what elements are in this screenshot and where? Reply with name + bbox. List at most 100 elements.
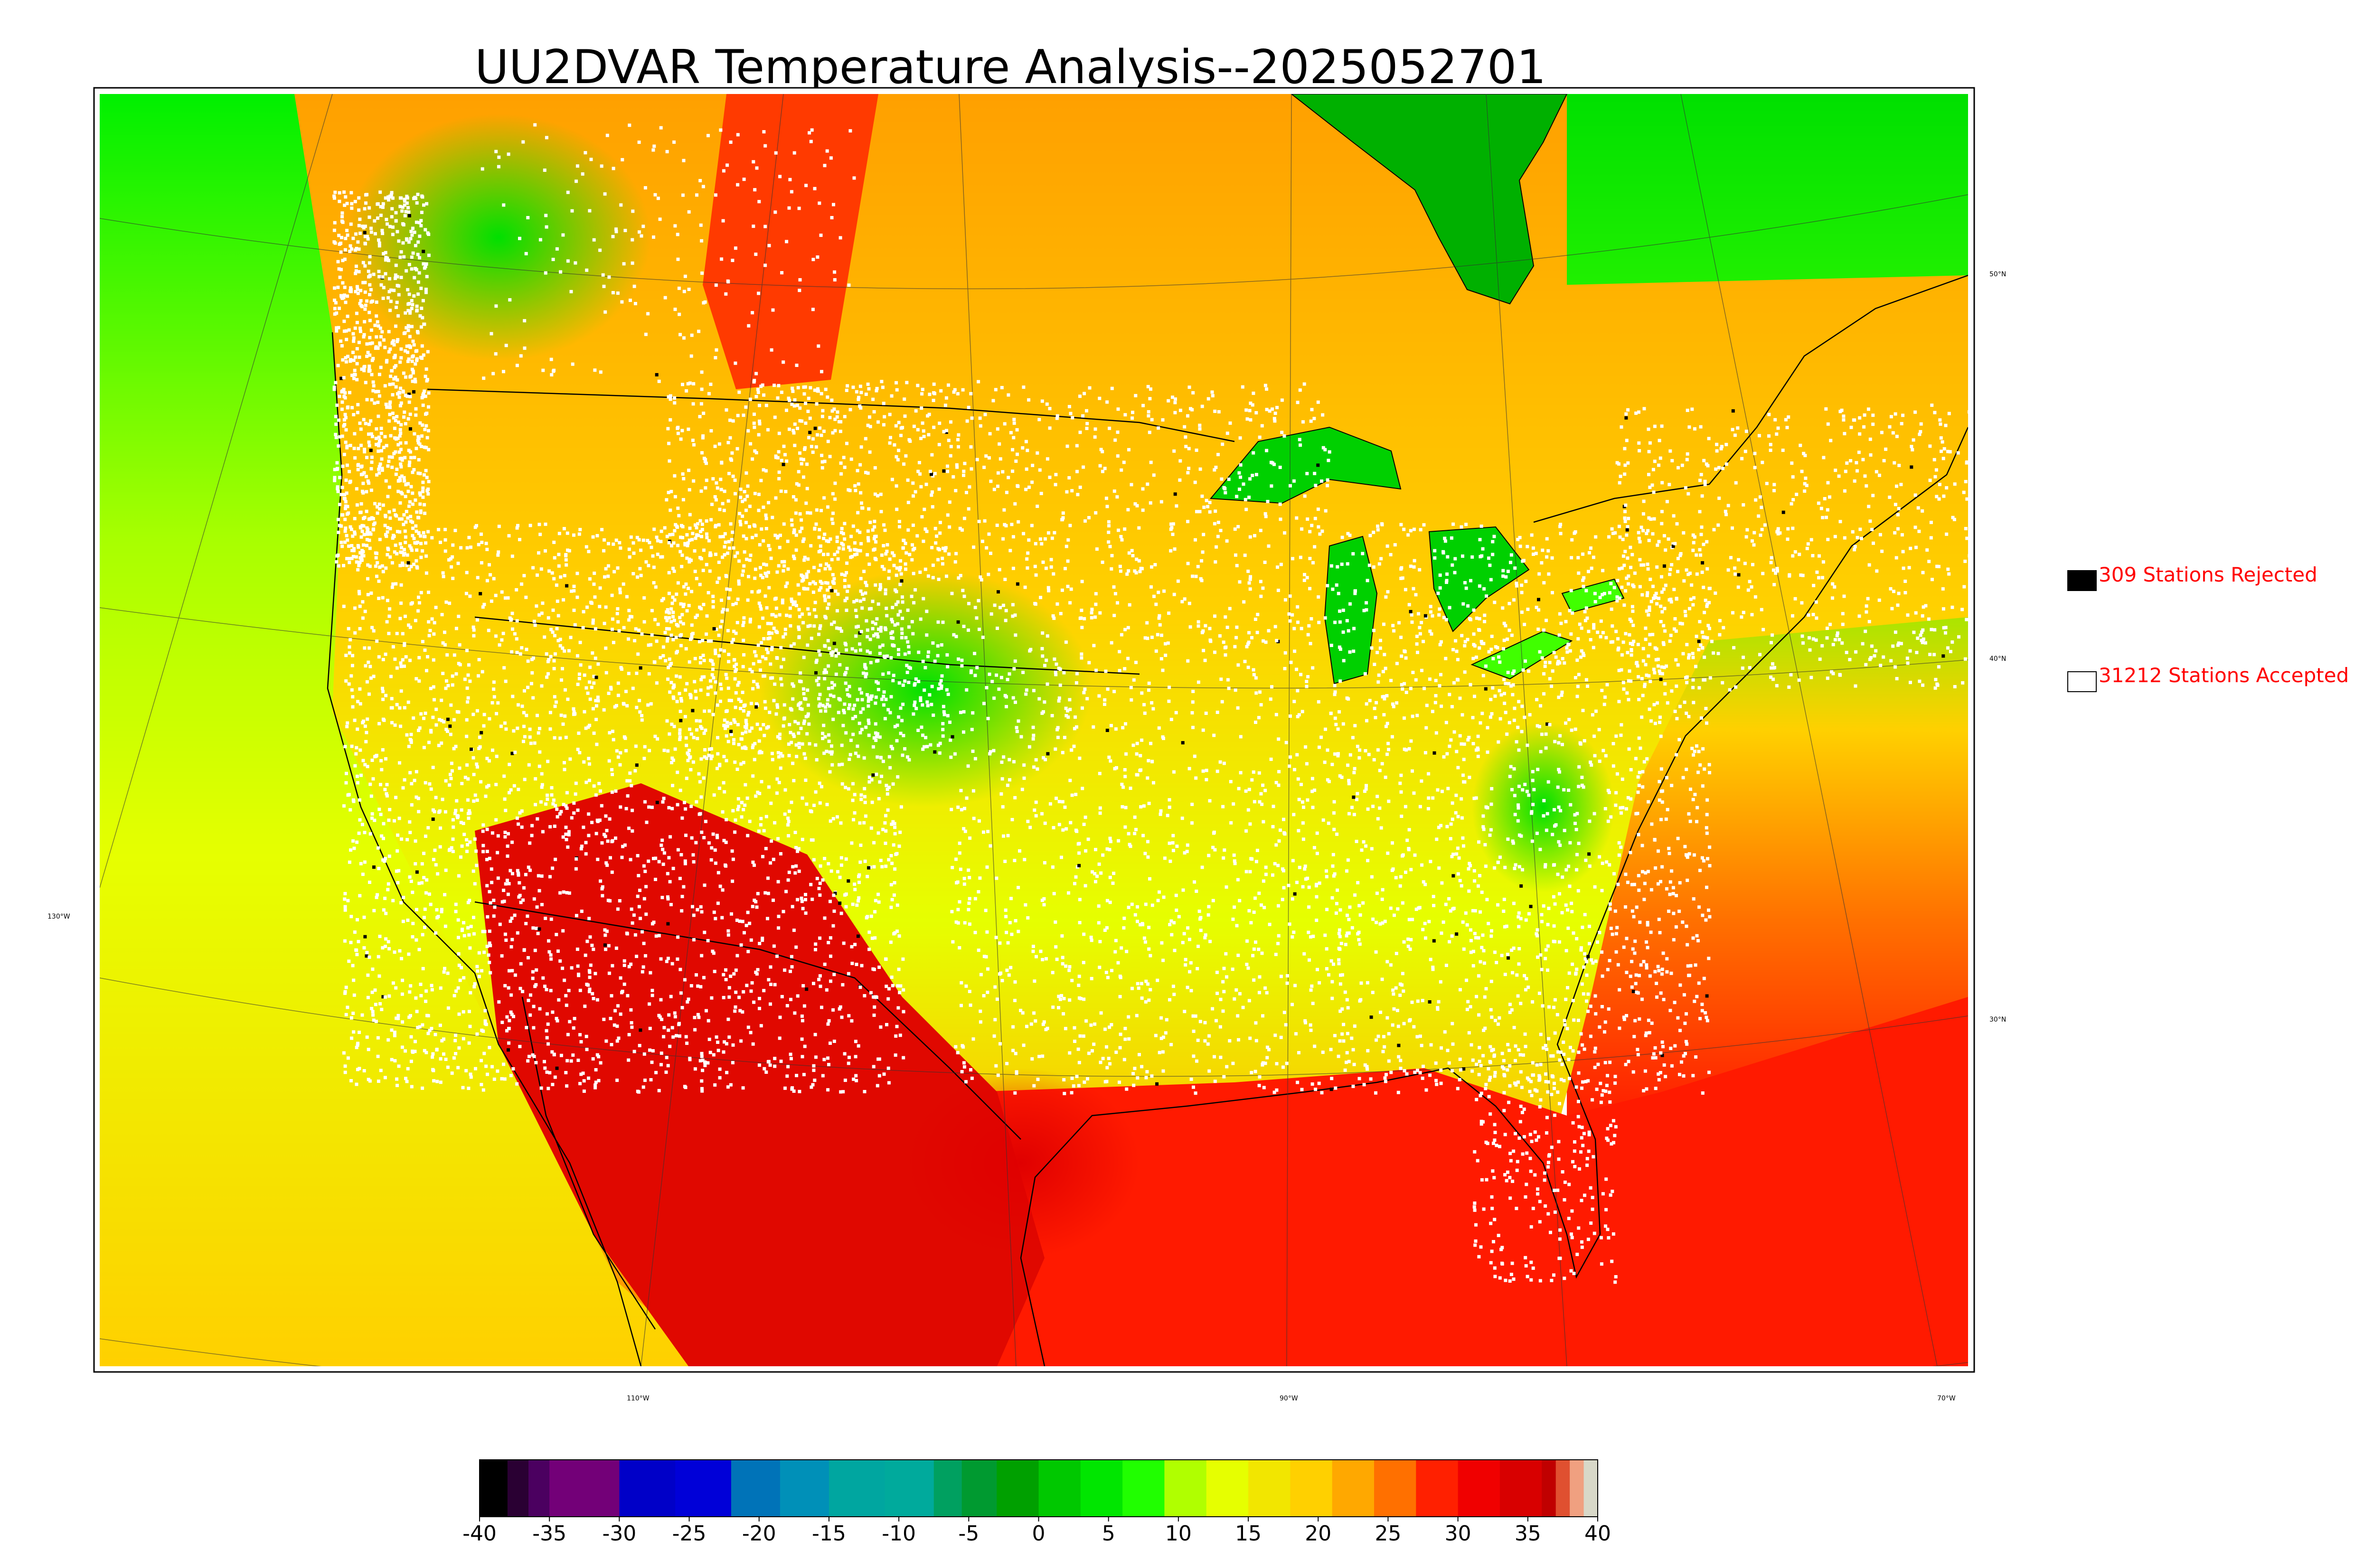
accepted-station-marker [788, 809, 791, 813]
accepted-station-marker [606, 839, 610, 843]
accepted-station-marker [459, 855, 462, 859]
accepted-station-marker [878, 588, 882, 592]
accepted-station-marker [499, 724, 503, 728]
accepted-station-marker [480, 561, 483, 564]
accepted-station-marker [564, 688, 567, 692]
accepted-station-marker [376, 1054, 380, 1058]
accepted-station-marker [553, 695, 556, 699]
accepted-station-marker [540, 772, 544, 776]
accepted-station-marker [1325, 967, 1328, 971]
accepted-station-marker [873, 910, 877, 914]
accepted-station-marker [384, 514, 387, 517]
accepted-station-marker [406, 516, 410, 520]
accepted-station-marker [399, 401, 403, 405]
accepted-station-marker [700, 910, 704, 914]
accepted-station-marker [913, 700, 917, 704]
accepted-station-marker [439, 986, 443, 990]
accepted-station-marker [923, 527, 927, 531]
accepted-station-marker [401, 978, 405, 982]
accepted-station-marker [395, 552, 399, 555]
accepted-station-marker [378, 439, 381, 443]
accepted-station-marker [791, 684, 795, 688]
accepted-station-marker [668, 732, 671, 736]
accepted-station-marker [652, 920, 656, 924]
accepted-station-marker [1143, 852, 1147, 855]
accepted-station-marker [671, 1035, 675, 1039]
accepted-station-marker [922, 429, 925, 433]
accepted-station-marker [835, 609, 839, 613]
accepted-station-marker [817, 632, 820, 636]
accepted-station-marker [867, 722, 871, 725]
accepted-station-marker [427, 620, 431, 624]
accepted-station-marker [697, 772, 701, 776]
accepted-station-marker [363, 724, 367, 728]
accepted-station-marker [693, 570, 697, 573]
accepted-station-marker [381, 206, 385, 209]
accepted-station-marker [452, 747, 456, 751]
accepted-station-marker [893, 931, 897, 935]
accepted-station-marker [378, 326, 382, 330]
accepted-station-marker [814, 445, 818, 449]
accepted-station-marker [575, 572, 579, 575]
accepted-station-marker [697, 534, 700, 537]
accepted-station-marker [339, 268, 343, 272]
accepted-station-marker [387, 818, 391, 822]
accepted-station-marker [656, 553, 659, 556]
accepted-station-marker [427, 233, 431, 236]
accepted-station-marker [399, 724, 403, 728]
accepted-station-marker [783, 453, 787, 457]
accepted-station-marker [834, 648, 838, 652]
accepted-station-marker [370, 435, 374, 439]
accepted-station-marker [367, 660, 370, 664]
accepted-station-marker [627, 609, 631, 612]
accepted-station-marker [739, 488, 743, 491]
accepted-station-marker [400, 992, 404, 996]
accepted-station-marker [818, 528, 821, 532]
accepted-station-marker [779, 1060, 783, 1063]
accepted-station-marker [576, 808, 580, 812]
accepted-station-marker [915, 534, 919, 538]
accepted-station-marker [410, 803, 414, 807]
accepted-station-marker [671, 595, 675, 599]
accepted-station-marker [905, 755, 909, 759]
accepted-station-marker [721, 888, 725, 892]
accepted-station-marker [859, 406, 863, 410]
accepted-station-marker [547, 658, 551, 662]
accepted-station-marker [528, 524, 532, 527]
accepted-station-marker [409, 1035, 413, 1039]
accepted-station-marker [767, 1060, 771, 1063]
accepted-station-marker [362, 946, 366, 950]
accepted-station-marker [709, 639, 713, 643]
accepted-station-marker [422, 531, 425, 535]
accepted-station-marker [355, 1046, 358, 1049]
accepted-station-marker [932, 425, 936, 429]
accepted-station-marker [377, 238, 380, 242]
accepted-station-marker [811, 580, 815, 584]
accepted-station-marker [584, 726, 588, 730]
accepted-station-marker [770, 648, 773, 651]
accepted-station-marker [757, 492, 761, 496]
accepted-station-marker [879, 756, 883, 760]
accepted-station-marker [414, 244, 417, 247]
accepted-station-marker [569, 636, 573, 639]
accepted-station-marker [945, 653, 949, 657]
accepted-station-marker [530, 671, 534, 675]
accepted-station-marker [1013, 1091, 1017, 1095]
accepted-station-marker [1324, 509, 1328, 513]
accepted-station-marker [393, 355, 397, 359]
accepted-station-marker [457, 614, 461, 618]
accepted-station-marker [1299, 443, 1302, 447]
accepted-station-marker [565, 563, 568, 567]
accepted-station-marker [897, 681, 901, 685]
accepted-station-marker [862, 570, 866, 573]
accepted-station-marker [1120, 782, 1124, 786]
accepted-station-marker [875, 735, 878, 739]
accepted-station-marker [789, 997, 792, 1001]
accepted-station-marker [404, 394, 407, 397]
accepted-station-marker [668, 1044, 672, 1048]
accepted-station-marker [394, 219, 398, 223]
accepted-station-marker [372, 1018, 376, 1022]
accepted-station-marker [1062, 1078, 1066, 1081]
accepted-station-marker [359, 443, 363, 447]
accepted-station-marker [762, 674, 765, 678]
